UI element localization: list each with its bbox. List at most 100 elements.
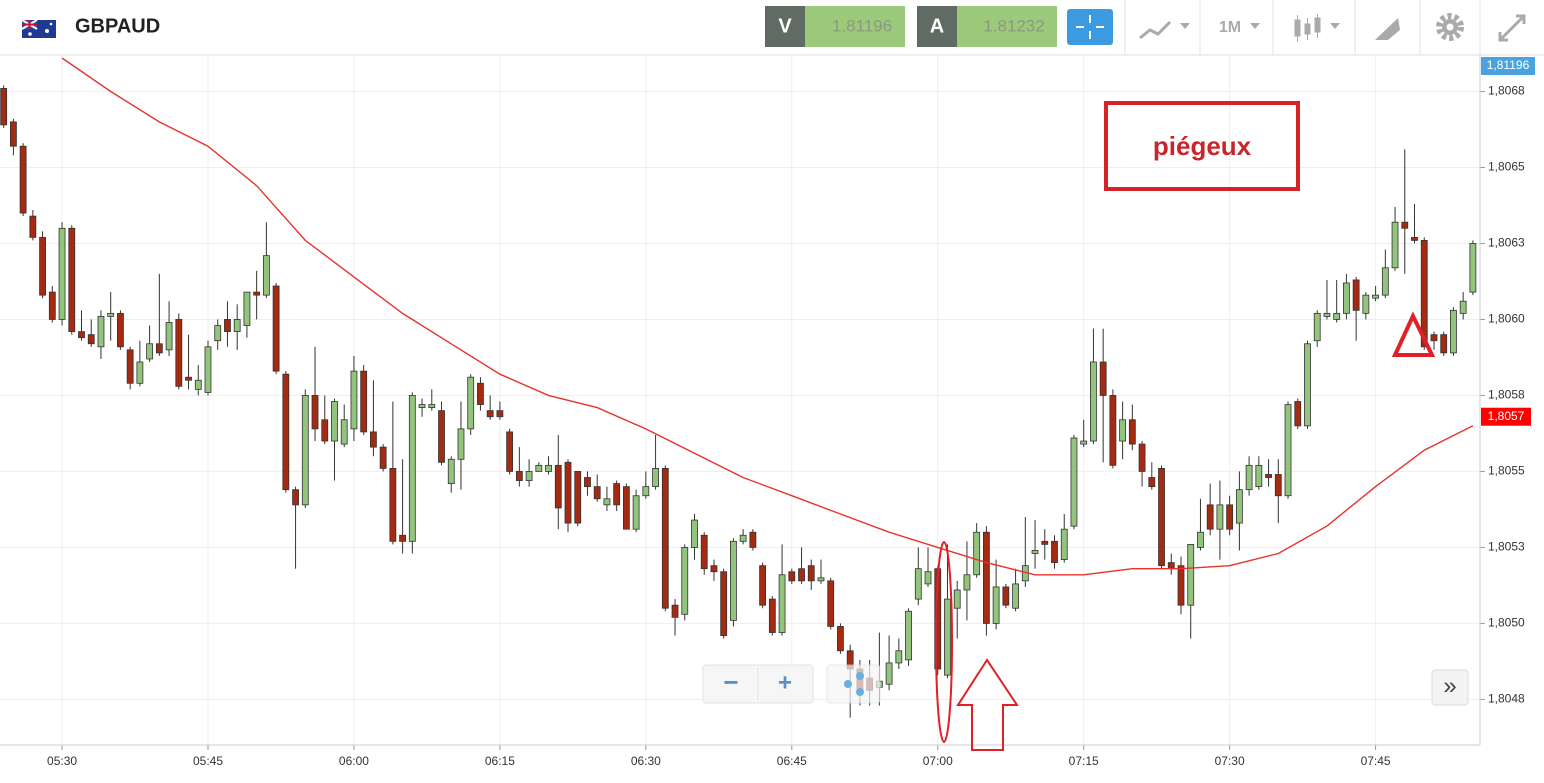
- candle-body: [185, 376, 192, 381]
- candle-body: [807, 565, 815, 582]
- candle-body: [700, 534, 708, 570]
- x-tick-label: 07:15: [1069, 754, 1099, 768]
- zoom-in-button[interactable]: +: [778, 669, 792, 696]
- zoom-controls: − +: [702, 664, 881, 704]
- y-tick-label: 1,8065: [1488, 160, 1525, 174]
- candle-body: [1158, 467, 1165, 567]
- moving-average-line: [61, 57, 1474, 576]
- candle-body: [739, 534, 747, 542]
- candle-body: [87, 334, 95, 345]
- candle-body: [798, 568, 805, 582]
- candle-body: [1255, 464, 1263, 488]
- zoom-out-button[interactable]: −: [723, 667, 738, 697]
- candle-body: [778, 574, 786, 633]
- draw-tool-button[interactable]: [1375, 18, 1400, 40]
- candle-body: [691, 519, 698, 548]
- candle-body: [350, 370, 358, 430]
- candle-body: [564, 461, 572, 524]
- candle-body: [671, 604, 679, 618]
- candle-body: [953, 589, 961, 609]
- bid-button[interactable]: [765, 6, 805, 47]
- annotation-box: piégeux: [1104, 101, 1300, 191]
- candle-body: [681, 547, 689, 615]
- last-price-label: 1,8057: [1488, 409, 1525, 423]
- candle-body: [1119, 419, 1127, 442]
- candle-body: [1002, 586, 1010, 606]
- candle-body: [914, 568, 922, 600]
- highlight-ellipse: [935, 541, 953, 743]
- ask-price-box[interactable]: [957, 6, 1057, 47]
- candle-body: [428, 404, 436, 408]
- bid-price-box[interactable]: [805, 6, 905, 47]
- candle-body: [554, 464, 562, 509]
- candle-body: [1128, 419, 1136, 445]
- candle-body: [224, 319, 231, 333]
- candle-body: [301, 395, 309, 506]
- scroll-button[interactable]: »: [1443, 672, 1456, 699]
- y-tick-label: 1,8055: [1488, 464, 1525, 478]
- candle-body: [1206, 504, 1214, 530]
- candle-body: [1187, 543, 1195, 606]
- candle-body: [1148, 477, 1156, 488]
- candle-body: [0, 88, 8, 126]
- candle-body: [827, 580, 835, 627]
- flag-icon: [21, 19, 56, 38]
- candle-body: [68, 227, 76, 333]
- candle-body: [1411, 236, 1418, 241]
- annotation-text: piégeux: [1153, 131, 1252, 161]
- candle-body: [1333, 312, 1341, 320]
- toolbar: GBPAUD V 1.81196 A 1.81232 1M: [0, 0, 1544, 56]
- y-tick-label: 1,8060: [1488, 312, 1525, 326]
- fullscreen-button[interactable]: [1498, 14, 1526, 42]
- candle-body: [1450, 309, 1457, 354]
- candle-body: [117, 312, 124, 348]
- share-button[interactable]: [844, 672, 864, 696]
- ask-button[interactable]: [917, 6, 957, 47]
- y-tick-label: 1,8048: [1488, 692, 1525, 706]
- scroll-button-bg[interactable]: [1431, 669, 1469, 706]
- candle-body: [924, 571, 932, 585]
- candle-body: [768, 598, 776, 633]
- candle-body: [1099, 361, 1107, 396]
- x-tick-label: 05:30: [47, 754, 77, 768]
- candle-body: [1226, 504, 1234, 530]
- up-arrow: [956, 658, 1019, 751]
- y-tick-label: 1,8068: [1488, 84, 1525, 98]
- candle-body: [720, 571, 728, 636]
- ask-price: 1.81232: [983, 16, 1044, 35]
- candle-body: [1274, 474, 1282, 497]
- candle-body: [408, 395, 416, 542]
- candle-style-button[interactable]: [1294, 14, 1340, 42]
- candle-body: [1265, 474, 1272, 478]
- candle-body: [1401, 221, 1409, 229]
- candle-body: [214, 325, 222, 342]
- settings-button[interactable]: [1436, 13, 1464, 41]
- candle-body: [340, 419, 348, 445]
- candle-body: [885, 662, 893, 685]
- candle-body: [1245, 464, 1253, 491]
- candle-body: [97, 316, 105, 348]
- candle-body: [146, 343, 154, 360]
- candle-body: [19, 145, 27, 214]
- candle-body: [1372, 294, 1379, 299]
- timeframe[interactable]: 1M: [1219, 19, 1241, 36]
- candle-body: [360, 370, 368, 433]
- candle-body: [1197, 531, 1204, 548]
- candle-body: [1430, 334, 1438, 342]
- y-tick-label: 1,8053: [1488, 540, 1525, 554]
- candle-body: [661, 467, 669, 609]
- candle-body: [204, 346, 212, 393]
- candle-body: [1420, 240, 1428, 348]
- candle-body: [963, 574, 971, 591]
- chart-type-button[interactable]: [1139, 20, 1190, 40]
- candle-body: [39, 236, 46, 296]
- candle-body: [525, 471, 533, 481]
- candle-body: [29, 215, 37, 238]
- candle-body: [1060, 528, 1068, 560]
- x-tick-label: 07:30: [1215, 754, 1245, 768]
- candle-body: [1041, 540, 1049, 545]
- crosshair-button[interactable]: [1067, 9, 1113, 45]
- candle-body: [107, 312, 115, 317]
